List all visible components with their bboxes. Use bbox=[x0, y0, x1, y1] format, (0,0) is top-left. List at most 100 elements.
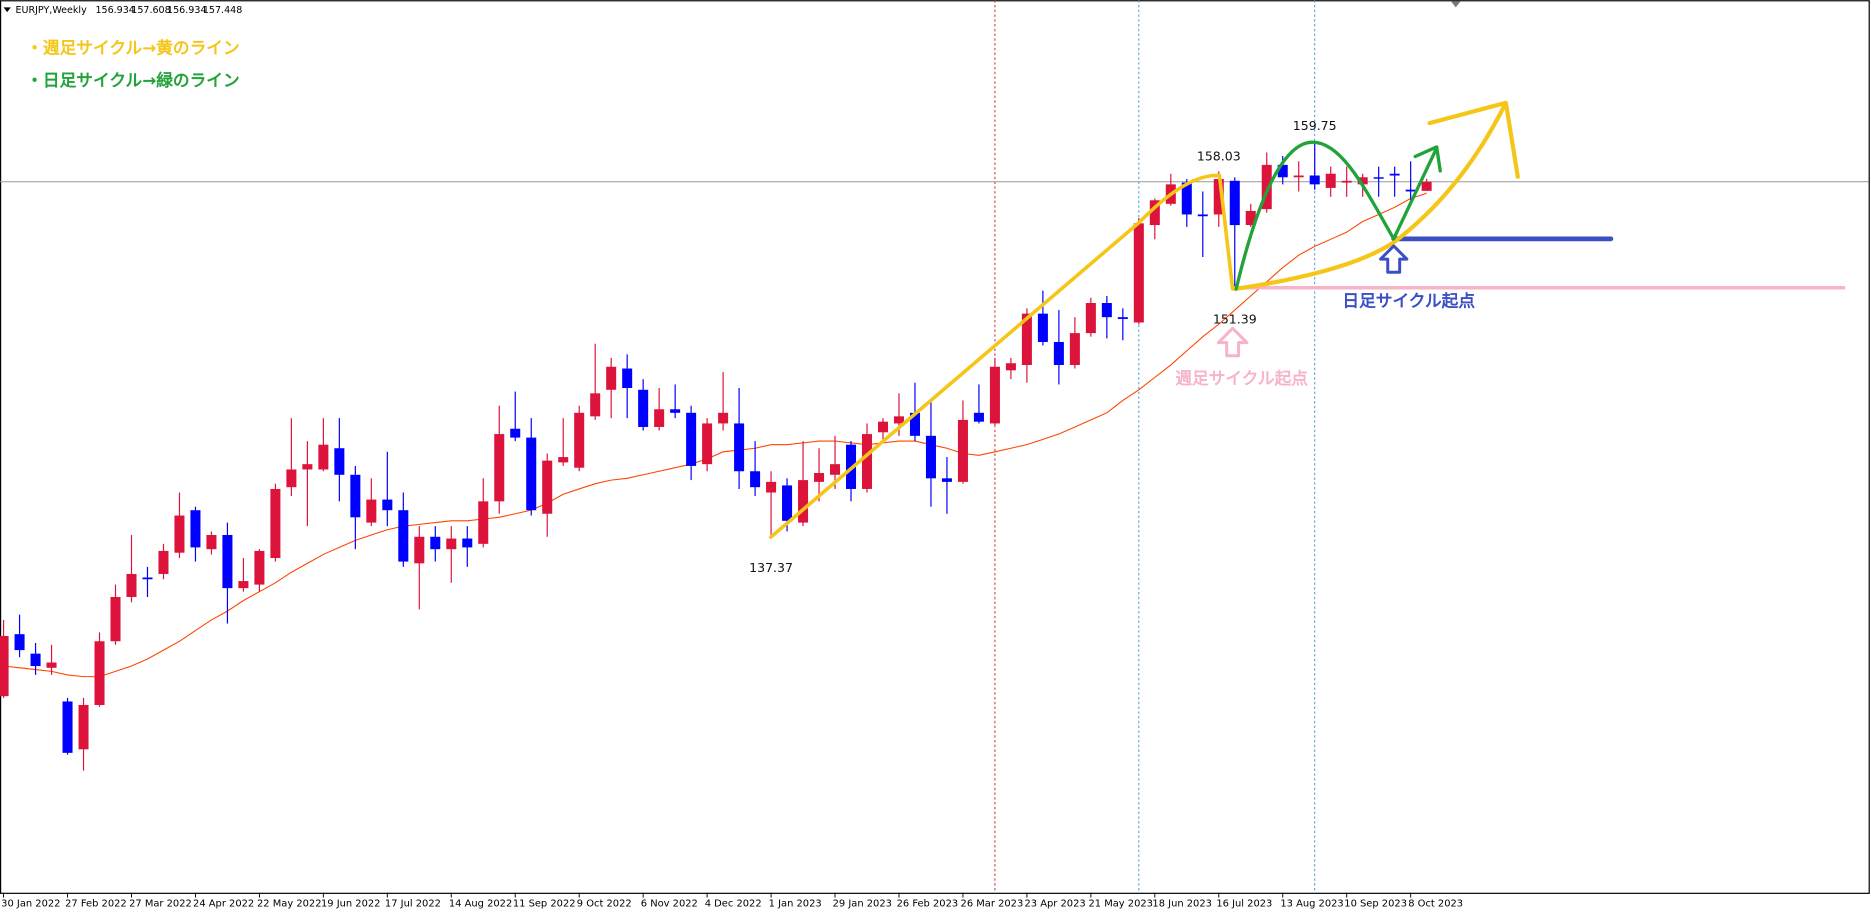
candle-body bbox=[702, 423, 713, 465]
price-label: 151.39 bbox=[1213, 312, 1257, 327]
x-tick-label: 23 Apr 2023 bbox=[1025, 898, 1086, 909]
note-daily: ・日足サイクル→緑のライン bbox=[26, 70, 239, 90]
candle-body bbox=[622, 368, 633, 389]
candle-body bbox=[1421, 181, 1432, 191]
header-low: 156.934 bbox=[167, 5, 206, 16]
candle-body bbox=[957, 419, 968, 482]
candle-body bbox=[798, 480, 809, 523]
note-weekly: ・週足サイクル→黄のライン bbox=[26, 38, 239, 58]
pink-up-arrow bbox=[1216, 326, 1249, 358]
candle-body bbox=[814, 473, 825, 482]
candle-body bbox=[830, 464, 841, 475]
candle-body bbox=[1213, 179, 1224, 215]
shift-marker bbox=[1450, 1, 1461, 8]
candle-body bbox=[238, 581, 249, 589]
candle-body bbox=[430, 536, 441, 550]
candles bbox=[0, 0, 1869, 893]
candle-body bbox=[1021, 313, 1032, 365]
candle-body bbox=[1341, 180, 1352, 183]
x-tick-label: 29 Jan 2023 bbox=[833, 898, 892, 909]
candle-body bbox=[1101, 303, 1112, 318]
x-tick-label: 27 Feb 2022 bbox=[65, 898, 127, 909]
candle-body bbox=[222, 535, 233, 589]
candle-body bbox=[494, 434, 505, 502]
header: EURJPY,Weekly 156.934157.608156.934157.4… bbox=[16, 5, 243, 16]
x-tick-label: 11 Sep 2022 bbox=[513, 898, 576, 909]
x-tick-label: 17 Jul 2022 bbox=[385, 898, 441, 909]
symbol: EURJPY,Weekly bbox=[16, 5, 88, 16]
weekly-start-label: 週足サイクル起点 bbox=[1175, 368, 1308, 388]
candle-body bbox=[1357, 177, 1368, 185]
candle-body bbox=[414, 536, 425, 564]
header-open: 156.934 bbox=[95, 5, 134, 16]
candle-body bbox=[206, 535, 217, 550]
candle-body bbox=[766, 481, 777, 493]
candle-body bbox=[973, 412, 984, 422]
x-tick-label: 6 Nov 2022 bbox=[641, 898, 698, 909]
candle-body bbox=[478, 501, 489, 544]
x-tick-label: 30 Jan 2022 bbox=[1, 898, 60, 909]
yellow-cycle bbox=[769, 173, 1235, 539]
candle-body bbox=[62, 701, 73, 753]
candle-body bbox=[510, 428, 521, 438]
green-arrow bbox=[1234, 140, 1442, 291]
x-tick-label: 21 May 2023 bbox=[1088, 898, 1153, 909]
candle-body bbox=[126, 573, 137, 597]
x-tick-label: 13 Aug 2023 bbox=[1280, 898, 1343, 909]
candle-body bbox=[142, 577, 153, 580]
candle-body bbox=[14, 634, 25, 651]
candle-body bbox=[1229, 180, 1240, 226]
header-high: 157.608 bbox=[131, 5, 170, 16]
price-label: 137.37 bbox=[749, 560, 793, 575]
candle-body bbox=[1053, 341, 1064, 365]
candle-body bbox=[542, 460, 553, 514]
candle-body bbox=[526, 437, 537, 511]
candle-body bbox=[989, 366, 1000, 424]
candle-body bbox=[718, 412, 729, 424]
candle-body bbox=[1133, 223, 1144, 323]
candle-body bbox=[1181, 182, 1192, 215]
price-label: 159.75 bbox=[1293, 118, 1337, 133]
candle-body bbox=[158, 550, 169, 574]
drawings bbox=[769, 100, 1846, 539]
candle-body bbox=[909, 412, 920, 436]
x-tick-label: 1 Jan 2023 bbox=[769, 898, 822, 909]
x-tick-label: 4 Dec 2022 bbox=[705, 898, 762, 909]
candle-body bbox=[286, 469, 297, 488]
x-tick-label: 26 Feb 2023 bbox=[897, 898, 959, 909]
candle-body bbox=[1293, 175, 1304, 178]
x-tick-label: 10 Sep 2023 bbox=[1344, 898, 1407, 909]
candle-body bbox=[1005, 363, 1016, 371]
candle-body bbox=[574, 412, 585, 468]
candle-body bbox=[925, 435, 936, 479]
candle-body bbox=[1245, 210, 1256, 226]
candle-body bbox=[254, 550, 265, 585]
candle-body bbox=[1373, 177, 1384, 179]
candle-body bbox=[606, 366, 617, 390]
candle-body bbox=[78, 705, 89, 750]
candle-body bbox=[1117, 317, 1128, 319]
x-tick-label: 19 Jun 2022 bbox=[321, 898, 381, 909]
candle-body bbox=[366, 499, 377, 523]
x-tick-label: 8 Oct 2023 bbox=[1408, 898, 1463, 909]
candle-body bbox=[270, 488, 281, 559]
x-tick-label: 9 Oct 2022 bbox=[577, 898, 632, 909]
candle-body bbox=[670, 409, 681, 413]
candle-body bbox=[1197, 214, 1208, 217]
x-tick-label: 14 Aug 2022 bbox=[449, 898, 512, 909]
candle-body bbox=[190, 510, 201, 548]
candle-body bbox=[1389, 173, 1400, 176]
candle-body bbox=[462, 538, 473, 548]
header-close: 157.448 bbox=[203, 5, 242, 16]
x-tick-label: 18 Jun 2023 bbox=[1152, 898, 1212, 909]
moving-average bbox=[3, 192, 1427, 678]
candle-body bbox=[1405, 189, 1416, 192]
daily-start-label: 日足サイクル起点 bbox=[1342, 291, 1475, 311]
x-tick-label: 27 Mar 2022 bbox=[129, 898, 192, 909]
candle-body bbox=[350, 474, 361, 518]
yellow-arrow bbox=[1232, 100, 1520, 292]
x-tick-label: 16 Jul 2023 bbox=[1216, 898, 1272, 909]
candle-body bbox=[893, 416, 904, 424]
candle-body bbox=[1309, 175, 1320, 185]
